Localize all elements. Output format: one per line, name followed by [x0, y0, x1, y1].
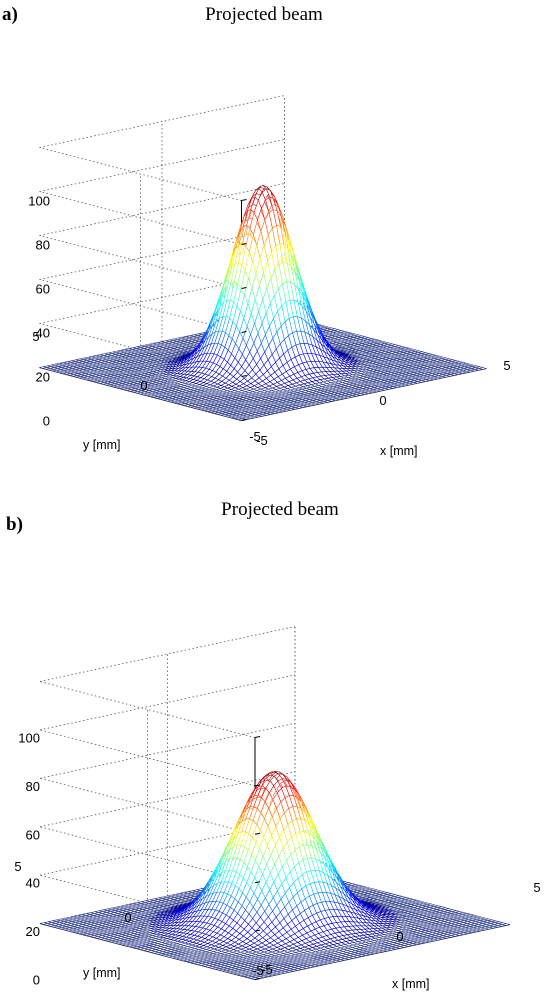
- x-axis-label-a: x [mm]: [380, 444, 418, 458]
- z-tick-label: 60: [36, 282, 50, 297]
- panel-label-a: a): [2, 4, 18, 25]
- grid-line: [39, 681, 256, 738]
- z-tick-label: 100: [28, 194, 50, 209]
- surface-mesh-a: [39, 185, 487, 421]
- grid-line: [39, 95, 285, 148]
- grid-line: [39, 147, 242, 201]
- z-tick-label: 0: [43, 414, 50, 429]
- z-tick-label: 20: [36, 370, 50, 385]
- grid-line: [39, 626, 296, 682]
- y-axis-label-a: y [mm]: [83, 438, 121, 452]
- x-tick-label: 5: [503, 358, 510, 373]
- y-tick-label: -5: [249, 429, 261, 444]
- y-tick-label: 0: [140, 378, 147, 393]
- z-tick-mark: [241, 199, 247, 201]
- surface-mesh-b: [39, 771, 511, 980]
- chart-panel-b: b) Projected beam 0 20 40 60 80 100 -5 0 5 5 0 -5 y…: [0, 500, 550, 1000]
- chart-panel-a: a) Projected beam 0 20 40 60 80 100 -5 0 5 5 0 -5 y…: [2, 4, 511, 458]
- y-tick-label: 5: [32, 329, 39, 344]
- chart-title-a: Projected beam: [205, 4, 323, 25]
- z-tick-label: 80: [36, 238, 50, 253]
- x-tick-label: 0: [379, 393, 386, 408]
